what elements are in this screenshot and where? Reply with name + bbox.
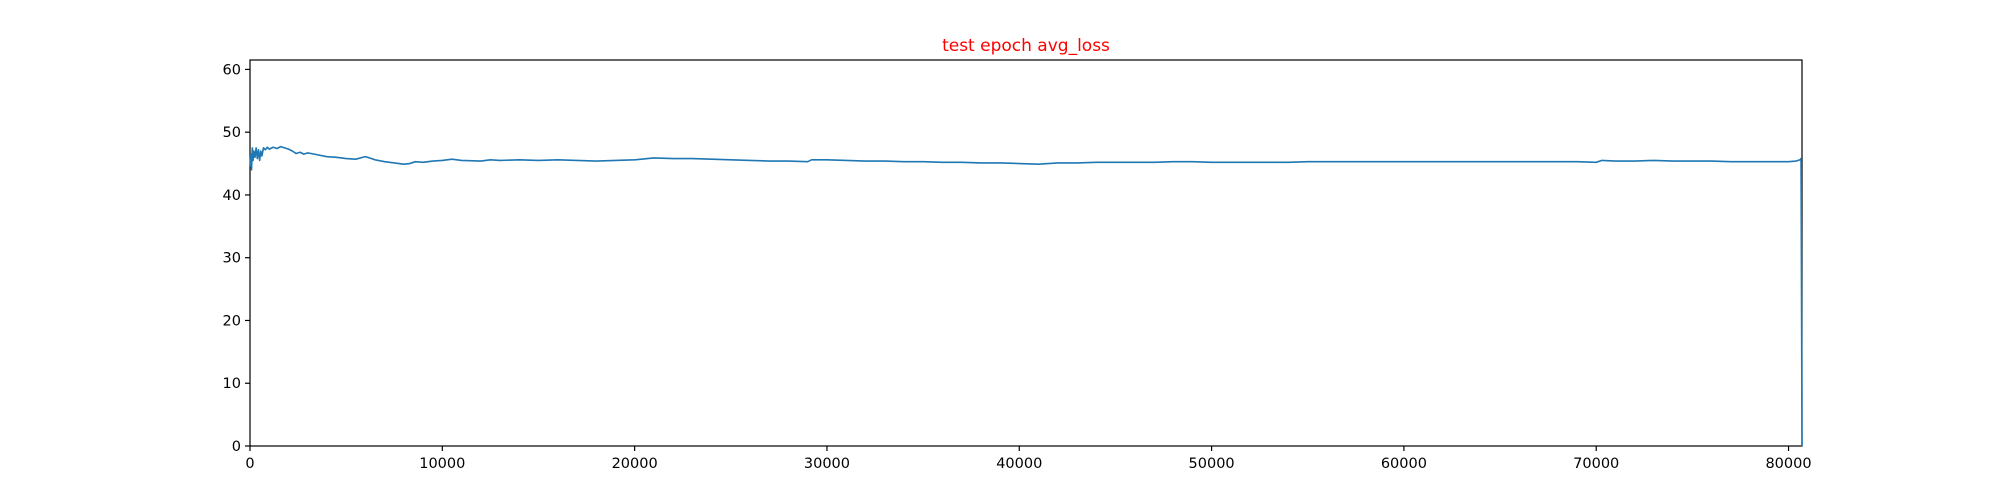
plot-frame bbox=[249, 59, 1803, 447]
tick-marks bbox=[245, 68, 1790, 451]
chart-title: test epoch avg_loss bbox=[942, 36, 1110, 56]
y-tick-label: 30 bbox=[223, 251, 241, 267]
x-tick-label: 20000 bbox=[612, 456, 658, 472]
x-tick-label: 60000 bbox=[1381, 456, 1427, 472]
y-tick-label: 20 bbox=[223, 313, 241, 329]
y-tick-label: 50 bbox=[223, 125, 241, 141]
series-layer bbox=[249, 145, 1803, 447]
x-tick-label: 70000 bbox=[1573, 456, 1619, 472]
x-tick-label: 30000 bbox=[804, 456, 850, 472]
x-tick-label: 10000 bbox=[419, 456, 465, 472]
y-tick-label: 60 bbox=[223, 62, 241, 78]
x-tick-label: 40000 bbox=[996, 456, 1042, 472]
y-tick-label: 40 bbox=[223, 188, 241, 204]
axes bbox=[249, 59, 1803, 447]
y-tick-label: 0 bbox=[232, 439, 241, 455]
x-tick-label: 0 bbox=[245, 456, 254, 472]
series-line bbox=[249, 145, 1803, 447]
x-tick-label: 80000 bbox=[1765, 456, 1811, 472]
y-tick-label: 10 bbox=[223, 376, 241, 392]
x-tick-label: 50000 bbox=[1189, 456, 1235, 472]
